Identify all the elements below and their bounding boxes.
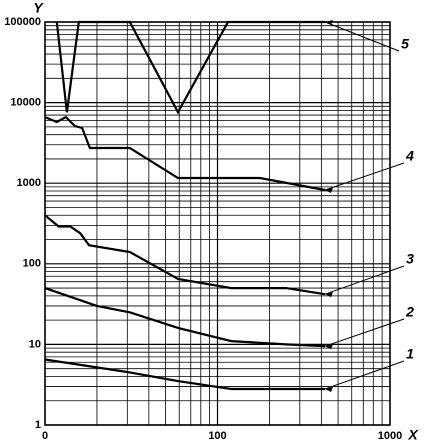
series-label: 2 [405, 304, 414, 320]
series-line [44, 214, 326, 296]
x-tick-label: 0 [42, 430, 48, 442]
series-label: 4 [405, 148, 414, 164]
x-tick-label: 1000 [378, 430, 402, 442]
y-tick-label: 1 [35, 419, 41, 431]
leader-line [324, 162, 405, 191]
y-axis-label: Y [33, 0, 44, 16]
y-tick-label: 100000 [4, 16, 41, 28]
x-axis-label: X [407, 427, 419, 443]
series-line [44, 115, 326, 192]
series-label: 3 [406, 251, 414, 267]
leader-arrow [325, 187, 334, 193]
leader-line [324, 265, 405, 295]
series-line [44, 287, 326, 348]
y-tick-label: 100 [23, 258, 41, 270]
leader-arrow [325, 344, 334, 350]
y-tick-label: 1000 [17, 177, 41, 189]
series-line [55, 20, 325, 115]
x-tick-label: 100 [208, 430, 226, 442]
series-line [44, 358, 325, 391]
series-label: 1 [406, 346, 414, 362]
leader-line [324, 318, 405, 347]
y-tick-label: 10 [29, 338, 41, 350]
plot-frame [44, 21, 391, 426]
y-tick-label: 10000 [10, 97, 41, 109]
leader-line [324, 21, 400, 52]
series-label: 5 [401, 36, 409, 52]
leader-arrow [325, 292, 334, 298]
leader-line [324, 360, 405, 390]
leader-arrow [325, 386, 334, 392]
leader-arrow [325, 20, 334, 25]
